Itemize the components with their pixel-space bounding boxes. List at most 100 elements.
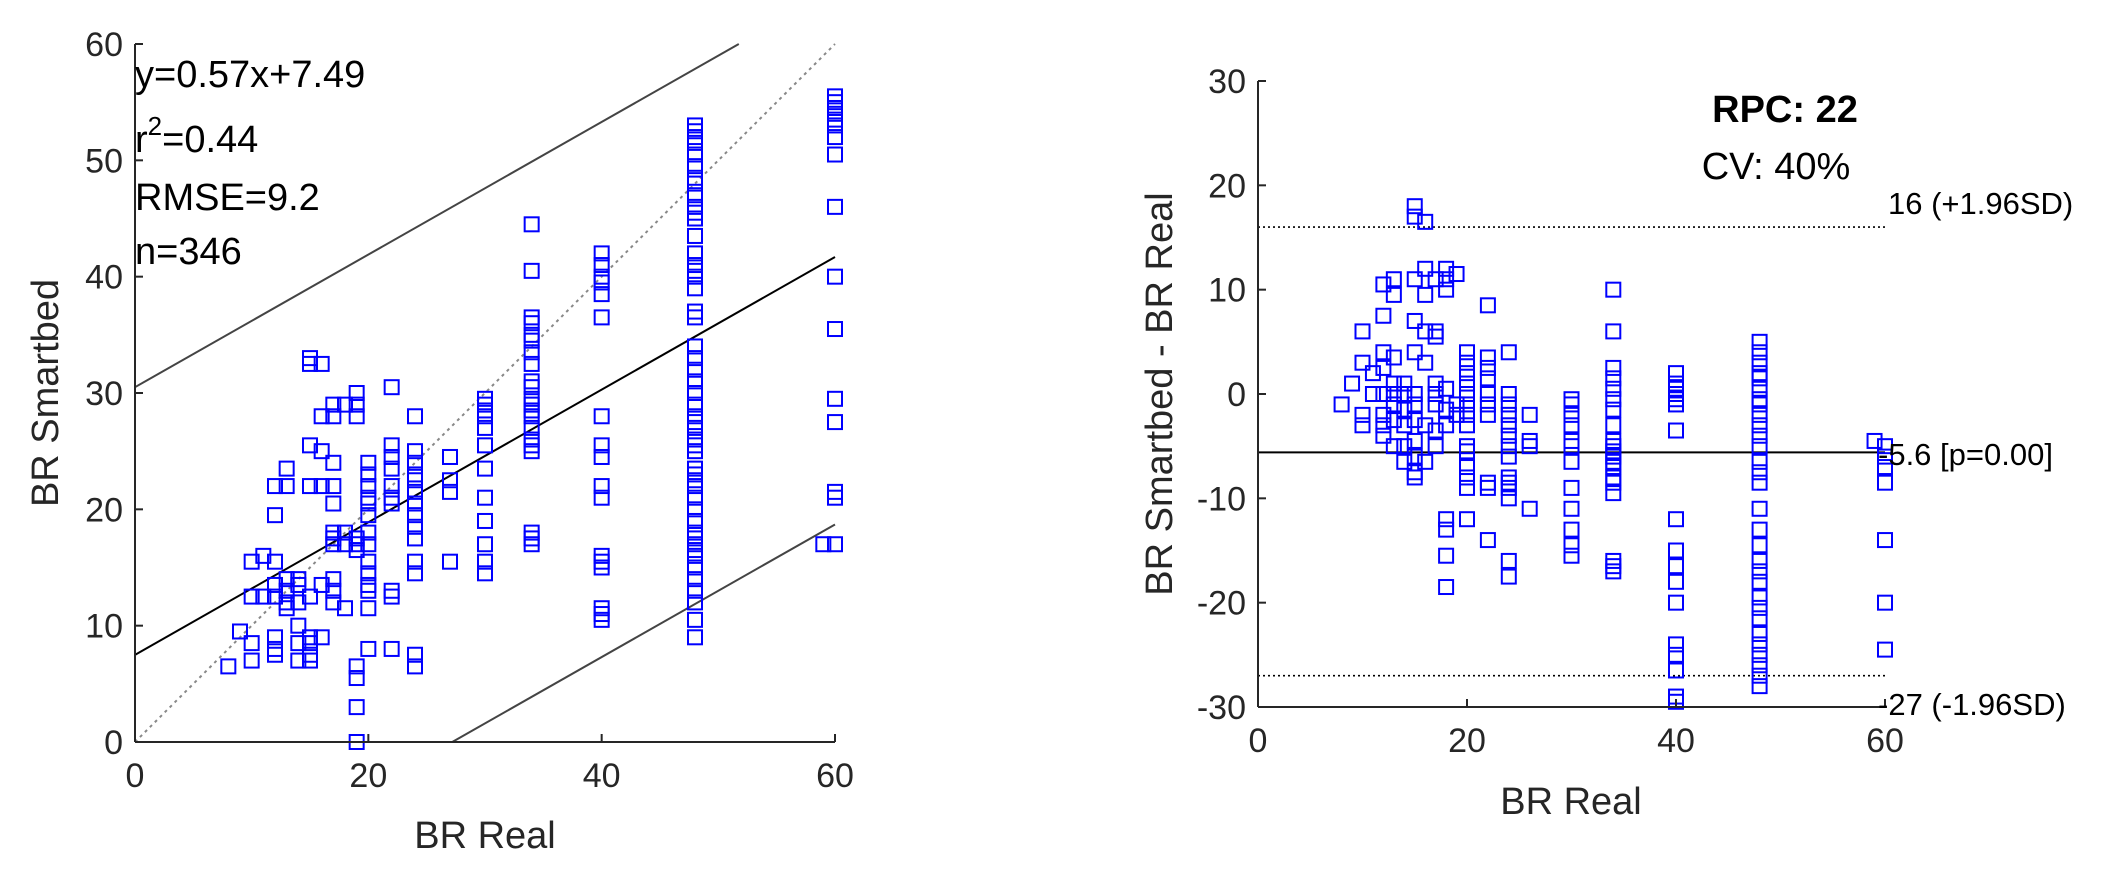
data-point: [1406, 386, 1423, 402]
data-point: [1396, 401, 1413, 418]
data-point: [1479, 386, 1496, 402]
y-tick-label: -30: [1197, 689, 1246, 727]
data-point: [1427, 422, 1444, 439]
data-point: [1406, 464, 1423, 481]
data-point: [593, 437, 610, 454]
data-point: [278, 460, 295, 477]
data-point: [687, 309, 703, 326]
data-point: [523, 355, 540, 372]
lower-limit-label: -27 (-1.96SD): [1878, 687, 2066, 722]
data-point: [1459, 417, 1475, 434]
data-point: [1427, 386, 1444, 402]
data-point: [407, 466, 423, 483]
data-point: [1375, 344, 1392, 361]
data-point: [278, 594, 295, 611]
data-point: [1563, 537, 1580, 554]
data-point: [313, 576, 330, 593]
data-point: [255, 547, 272, 564]
data-point: [1866, 432, 1883, 449]
data-point: [593, 309, 610, 326]
data-point: [325, 524, 342, 541]
data-point: [477, 512, 493, 529]
data-point: [1605, 323, 1622, 340]
data-point: [827, 146, 843, 163]
data-point: [1427, 396, 1444, 413]
data-point: [407, 530, 423, 547]
data-point: [1605, 552, 1622, 569]
data-point: [267, 507, 283, 524]
data-point: [1385, 412, 1402, 429]
data-point: [290, 635, 307, 652]
data-point: [1751, 646, 1768, 663]
data-point: [1751, 500, 1768, 517]
x-tick-label: 60: [816, 757, 854, 795]
data-point: [593, 606, 610, 623]
data-point: [1605, 359, 1622, 376]
data-point: [1406, 312, 1423, 329]
data-point: [1427, 271, 1444, 288]
data-point: [383, 582, 400, 599]
data-point: [1751, 365, 1768, 382]
data-point: [1417, 260, 1434, 277]
data-point: [477, 437, 493, 454]
data-point: [1438, 521, 1455, 538]
data-point: [1751, 333, 1768, 350]
data-point: [815, 536, 832, 553]
data-point: [1751, 417, 1768, 434]
data-point: [1500, 396, 1517, 413]
data-point: [593, 547, 610, 564]
data-point: [687, 158, 703, 175]
data-point: [1751, 657, 1768, 674]
data-point: [827, 268, 843, 285]
data-point: [337, 536, 353, 553]
data-point: [1459, 479, 1475, 496]
data-point: [278, 571, 295, 588]
data-point: [1364, 365, 1381, 382]
data-point: [523, 373, 540, 390]
data-point: [1438, 271, 1455, 288]
data-point: [523, 326, 540, 343]
plot2-points: [1333, 198, 1893, 710]
data-point: [593, 478, 610, 495]
data-point: [1751, 599, 1768, 616]
data-point: [1668, 375, 1684, 392]
data-point: [407, 553, 423, 570]
data-point: [1521, 432, 1538, 449]
data-point: [220, 658, 237, 675]
data-point: [1605, 380, 1622, 397]
data-point: [687, 524, 703, 541]
data-point: [1459, 344, 1475, 361]
data-point: [360, 478, 377, 495]
data-point: [1751, 521, 1768, 538]
data-point: [348, 530, 365, 547]
data-point: [477, 460, 493, 477]
data-point: [1479, 396, 1496, 413]
data-point: [1605, 459, 1622, 476]
data-point: [1459, 459, 1475, 476]
data-point: [360, 640, 377, 657]
data-point: [1605, 391, 1622, 408]
y-tick-label: 0: [104, 724, 123, 762]
data-point: [827, 390, 843, 407]
data-point: [267, 629, 283, 646]
data-point: [407, 495, 423, 512]
data-point: [278, 478, 295, 495]
data-point: [1563, 521, 1580, 538]
data-point: [383, 437, 400, 454]
data-point: [687, 169, 703, 186]
data-point: [243, 635, 260, 652]
data-point: [348, 670, 365, 687]
data-point: [1668, 573, 1684, 590]
r2-prefix: r: [135, 119, 148, 161]
data-point: [360, 466, 377, 483]
data-point: [1459, 396, 1475, 413]
data-point: [1479, 297, 1496, 314]
data-point: [267, 640, 283, 657]
data-point: [1563, 417, 1580, 434]
data-point: [232, 623, 248, 640]
data-point: [1385, 438, 1402, 455]
data-point: [1563, 438, 1580, 455]
data-point: [302, 437, 318, 454]
data-point: [1877, 594, 1893, 611]
data-point: [1396, 417, 1413, 434]
